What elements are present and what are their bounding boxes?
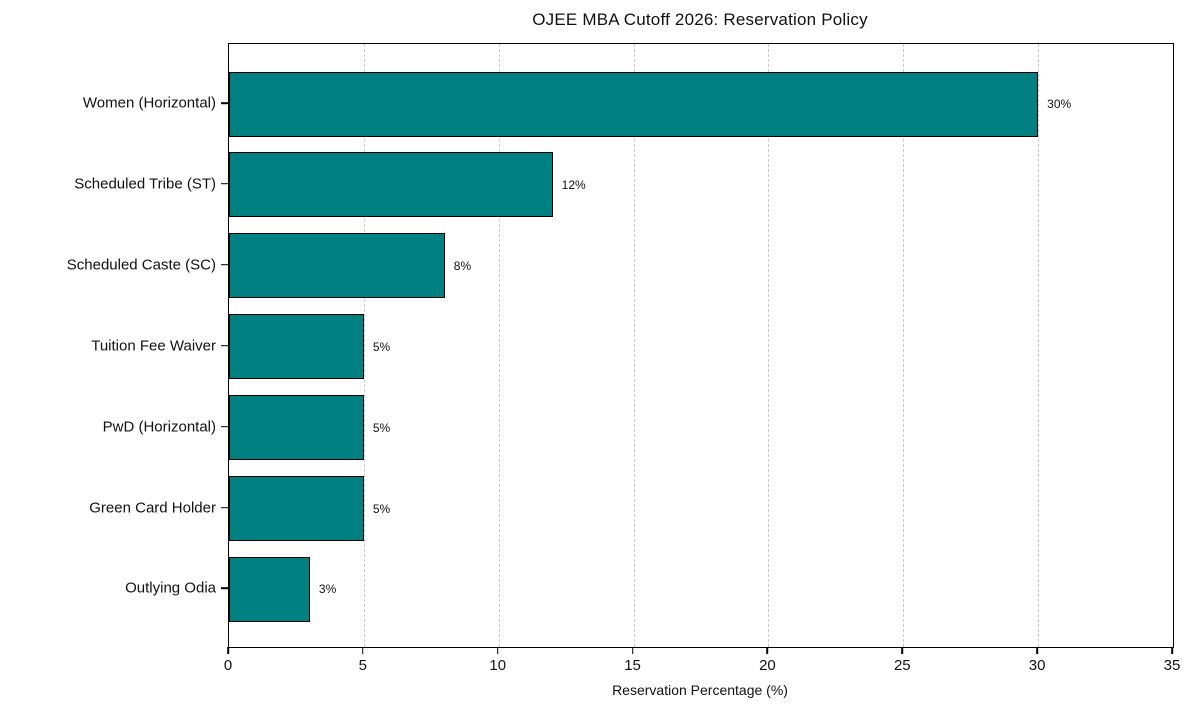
bar (229, 152, 553, 218)
bar-value-label: 30% (1047, 97, 1072, 111)
bar-value-label: 8% (453, 258, 472, 273)
bar (229, 556, 310, 622)
x-tick-mark (1036, 647, 1038, 654)
y-tick-mark (221, 344, 228, 347)
gridline (498, 44, 500, 647)
bar (229, 233, 445, 299)
gridline (768, 44, 770, 647)
y-tick-label: Women (Horizontal) (82, 94, 216, 112)
y-tick-mark (221, 102, 228, 104)
bar (229, 395, 364, 461)
y-tick-mark (221, 587, 228, 590)
y-tick-label: PwD (Horizontal) (102, 418, 216, 436)
y-tick-mark (221, 183, 228, 185)
x-tick-mark (362, 647, 364, 654)
y-tick-label: Green Card Holder (89, 499, 216, 516)
x-tick-label: 30 (1028, 657, 1046, 674)
x-tick-label: 15 (624, 657, 641, 674)
x-tick-label: 5 (358, 657, 368, 674)
y-tick-label: Scheduled Tribe (ST) (74, 175, 216, 193)
x-tick-mark (901, 647, 904, 654)
y-tick-mark (221, 506, 228, 509)
bar-value-label: 12% (561, 177, 586, 192)
x-tick-label: 0 (223, 657, 233, 674)
x-tick-mark (631, 647, 634, 654)
x-tick-mark (766, 647, 769, 654)
gridline (903, 44, 905, 647)
x-tick-mark (496, 647, 499, 654)
y-tick-mark (221, 264, 228, 266)
y-tick-label: Tuition Fee Waiver (91, 337, 216, 355)
x-tick-label: 35 (1163, 657, 1181, 674)
x-tick-label: 25 (893, 657, 911, 674)
y-tick-label: Outlying Odia (125, 579, 216, 597)
plot-area: 30% 12% 8% 5% 5% 5% 3% (228, 43, 1174, 648)
bar-value-label: 5% (372, 420, 391, 435)
y-tick-mark (221, 425, 228, 428)
gridline (363, 44, 365, 647)
bar (229, 71, 1039, 137)
chart-title: OJEE MBA Cutoff 2026: Reservation Policy (532, 10, 868, 29)
gridline (633, 44, 635, 647)
y-tick-label: Scheduled Caste (SC) (66, 256, 216, 274)
gridline (1038, 44, 1040, 647)
bar (229, 314, 364, 380)
bar-value-label: 3% (318, 582, 337, 597)
x-tick-mark (1171, 647, 1173, 654)
x-tick-mark (227, 647, 229, 654)
bar-value-label: 5% (372, 501, 391, 516)
bar (229, 476, 364, 541)
x-tick-label: 20 (759, 657, 776, 674)
x-tick-label: 10 (489, 657, 507, 674)
bar-value-label: 5% (372, 339, 391, 354)
x-axis-label: Reservation Percentage (%) (612, 682, 788, 698)
